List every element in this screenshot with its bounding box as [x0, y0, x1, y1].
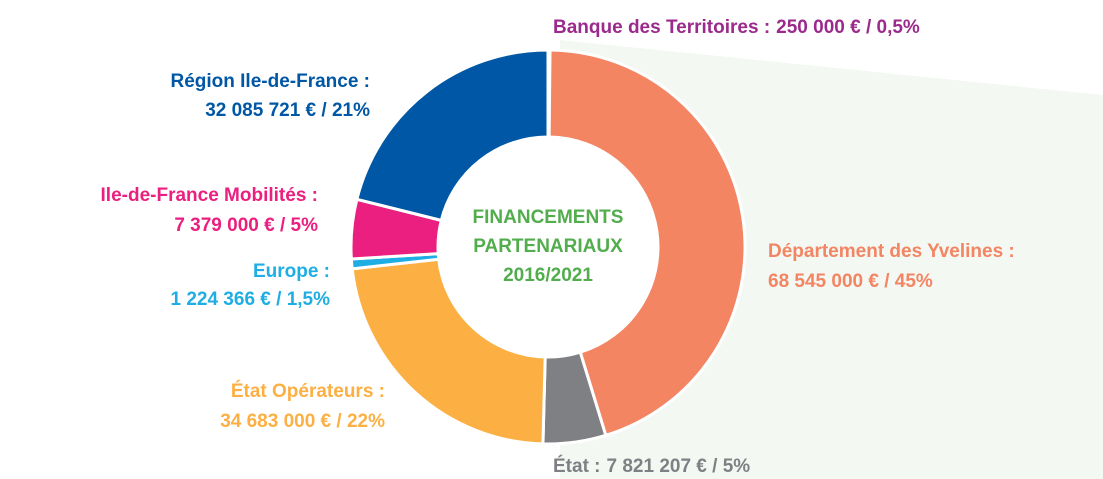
value-label: 1 224 366 € / 1,5%: [170, 289, 330, 310]
center-title: PARTENARIAUX: [473, 236, 623, 257]
slice: [547, 48, 747, 438]
value-label: 250 000 € / 0,5%: [776, 17, 920, 38]
slice: [355, 48, 550, 223]
category-label: Région Ile-de-France :: [170, 71, 370, 92]
category-label: Europe :: [253, 261, 330, 282]
category-label: Département des Yvelines :: [768, 241, 1015, 262]
center-title: 2016/2021: [503, 265, 593, 286]
value-label: 68 545 000 € / 45%: [768, 271, 933, 292]
value-label: 32 085 721 € / 21%: [205, 100, 370, 121]
slice: [350, 257, 547, 446]
category-label: État Opérateurs :: [231, 380, 385, 402]
donut-hole: [439, 138, 657, 356]
center-title: FINANCEMENTS: [473, 207, 624, 228]
value-label: 34 683 000 € / 22%: [220, 411, 385, 432]
category-label: État :: [553, 455, 601, 477]
slice-label: État : 7 821 207 € / 5%: [553, 455, 750, 477]
category-label: Ile-de-France Mobilités :: [101, 185, 318, 206]
value-label: 7 379 000 € / 5%: [174, 215, 318, 236]
slice-label: Banque des Territoires : 250 000 € / 0,5%: [553, 17, 920, 38]
value-label: 7 821 207 € / 5%: [607, 456, 751, 477]
category-label: Banque des Territoires :: [553, 17, 770, 38]
